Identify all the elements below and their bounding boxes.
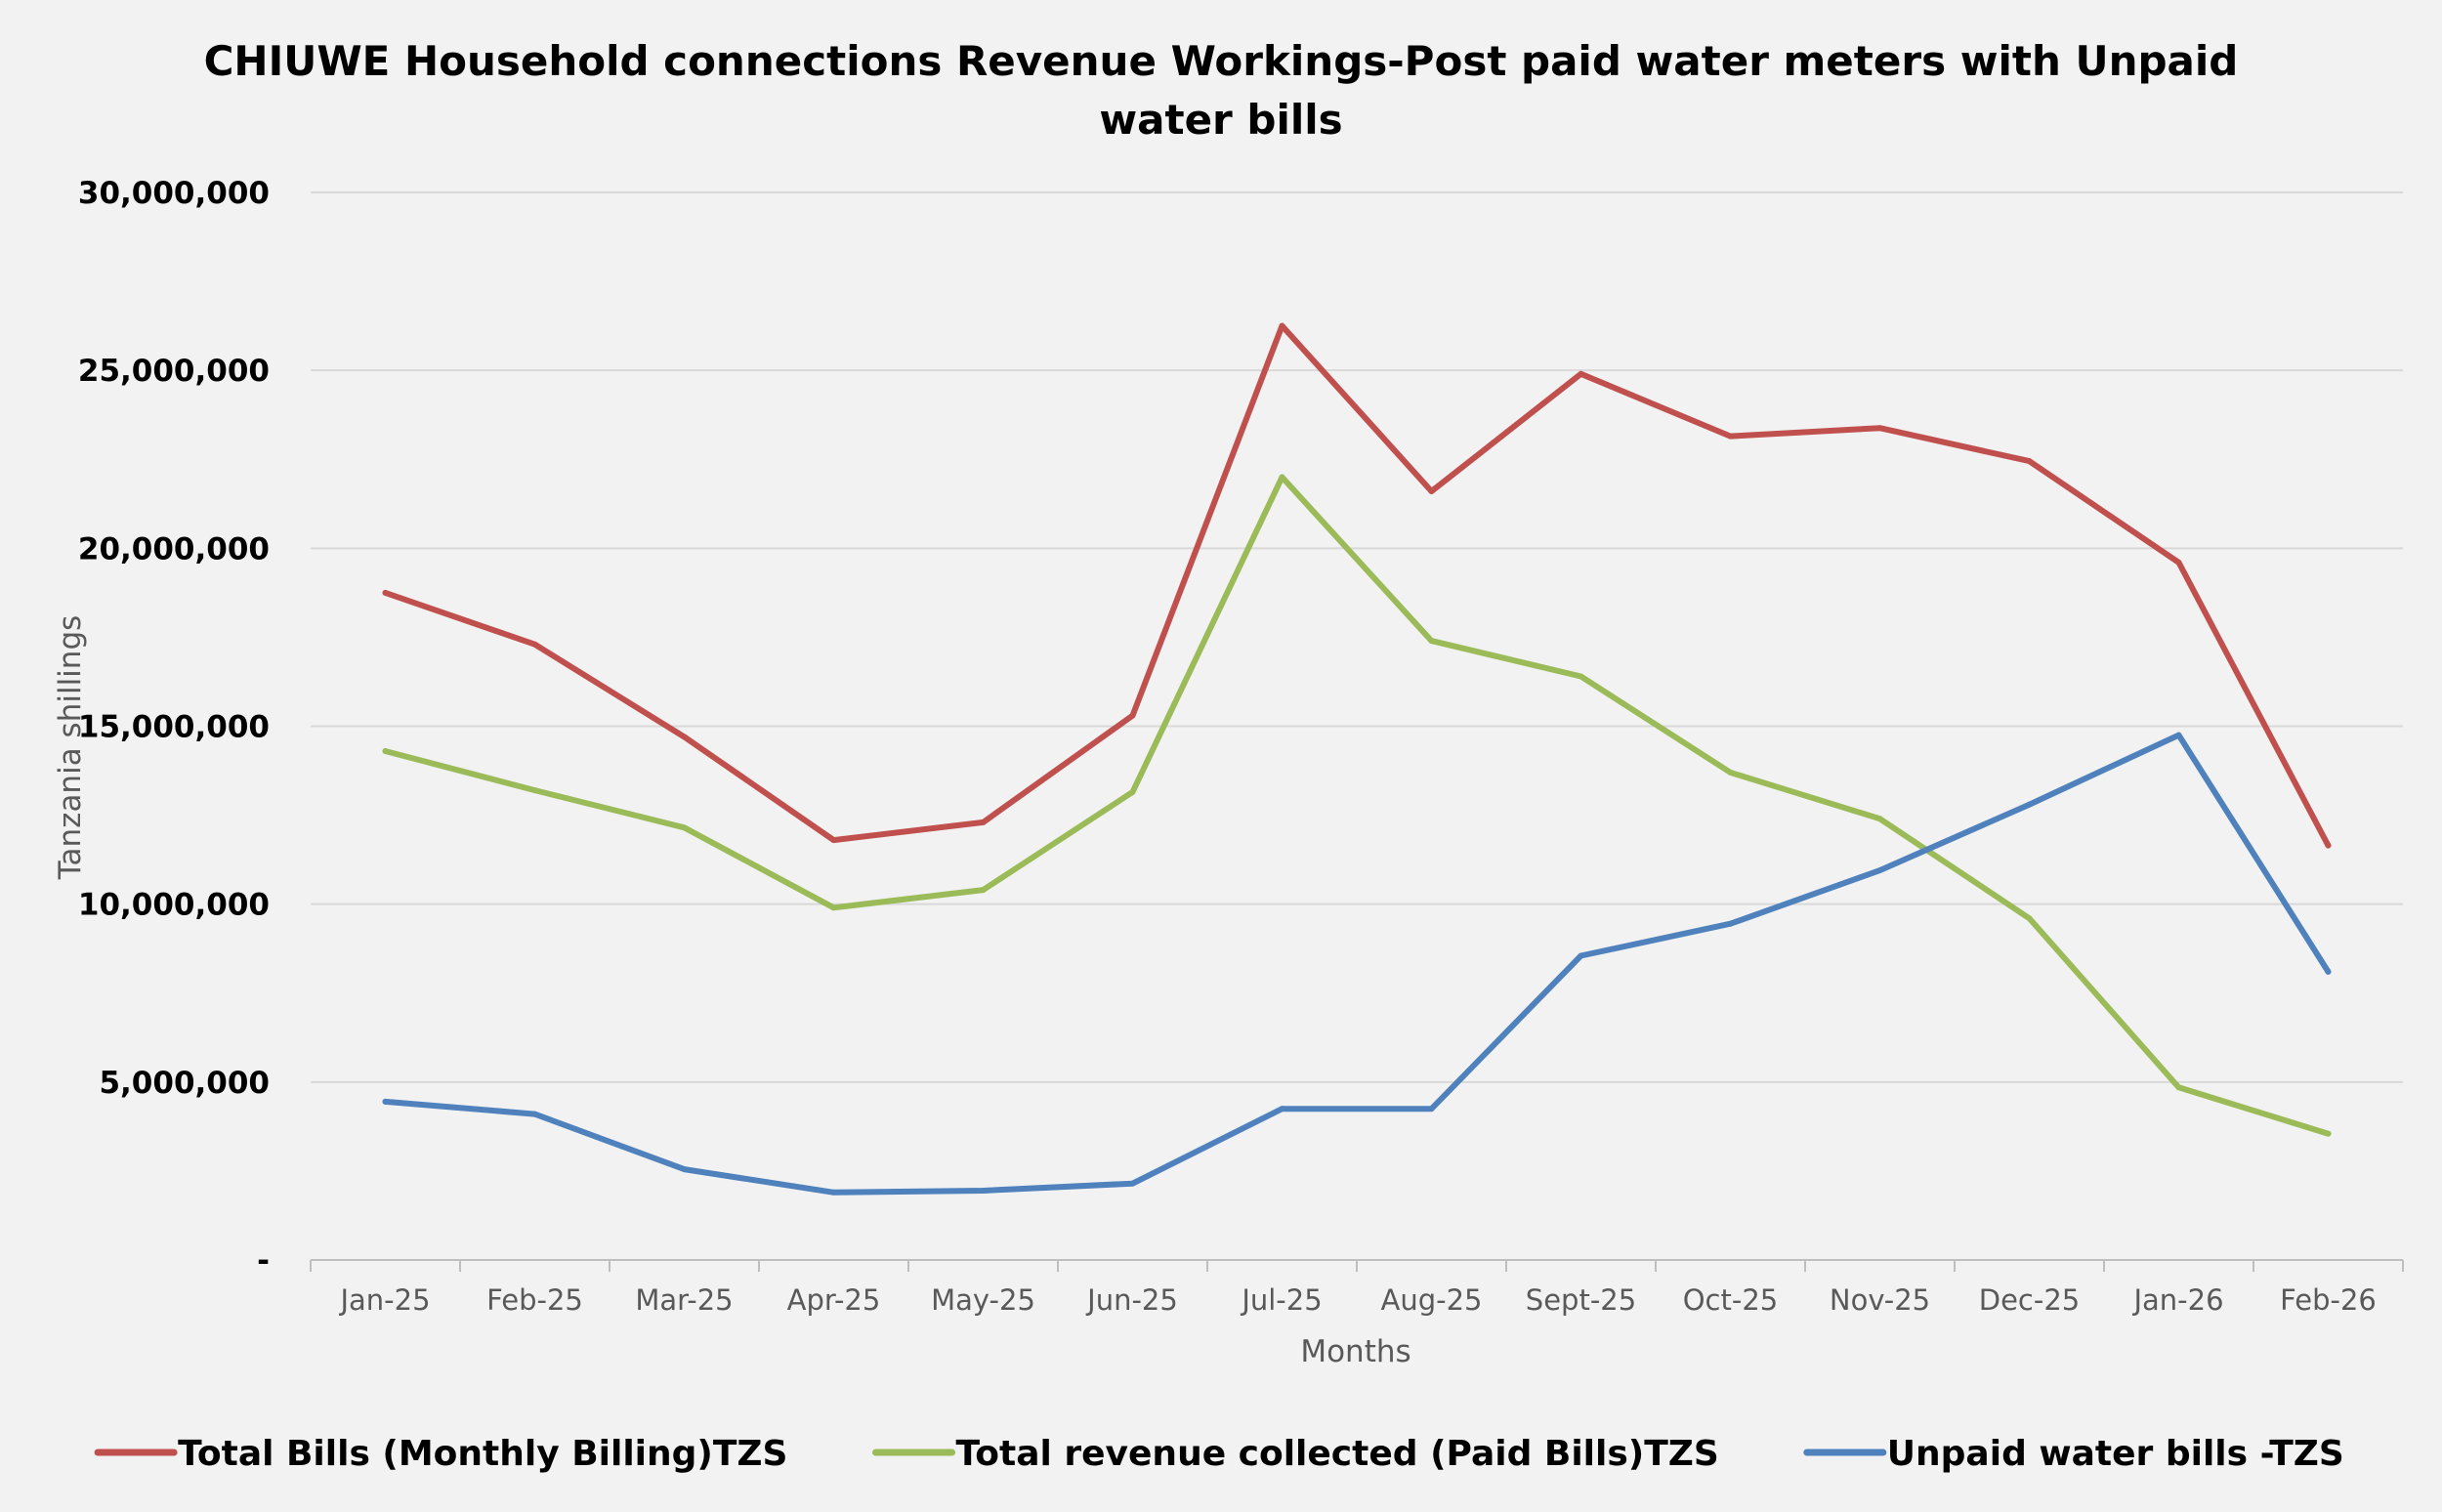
data-point <box>1578 370 1584 377</box>
data-point <box>1727 920 1734 927</box>
data-point <box>980 819 987 825</box>
data-point <box>1727 433 1734 440</box>
x-axis-label: Months <box>1300 1334 1410 1369</box>
data-point <box>382 748 389 755</box>
y-axis-label: Tanzania shillings <box>53 615 88 881</box>
legend-label: Unpaid water bills -TZS <box>1887 1434 2344 1474</box>
data-point <box>1578 673 1584 680</box>
data-point <box>830 1189 837 1196</box>
y-tick-label: 25,000,000 <box>78 354 270 389</box>
data-point <box>2175 1084 2182 1091</box>
y-tick-label: 15,000,000 <box>78 710 270 745</box>
data-point <box>1428 488 1435 495</box>
data-point <box>980 1187 987 1194</box>
x-tick-label: Jun-25 <box>1085 1283 1178 1317</box>
x-axis-tick-labels: Jan-25 Feb-25 Mar-25 Apr-25 May-25 Jun-25 Jul-… <box>338 1283 2376 1317</box>
data-point <box>1279 1106 1285 1113</box>
data-point <box>2026 801 2033 808</box>
series-line-1 <box>382 322 2332 849</box>
data-point <box>980 887 987 894</box>
y-tick-label: 10,000,000 <box>78 888 270 923</box>
legend-label: Total revenue collected (Paid Bills)TZS <box>956 1434 1719 1474</box>
data-point <box>1279 322 1285 329</box>
series-line-2 <box>382 474 2332 1137</box>
data-point <box>1129 1180 1136 1187</box>
data-point <box>2325 968 2332 975</box>
x-tick-label: Sept-25 <box>1526 1283 1636 1317</box>
data-point <box>830 837 837 844</box>
gridlines <box>311 191 2403 1083</box>
data-point <box>2325 1130 2332 1137</box>
data-point <box>1876 867 1883 874</box>
data-point <box>1129 712 1136 719</box>
y-tick-label: 20,000,000 <box>78 531 270 567</box>
data-point <box>1129 788 1136 795</box>
data-point <box>681 734 688 740</box>
legend: Total Bills (Monthly Billing)TZS Total re… <box>94 1434 2344 1474</box>
legend-item-2: Total revenue collected (Paid Bills)TZS <box>872 1434 1719 1474</box>
x-tick-label: Feb-26 <box>2280 1283 2377 1317</box>
legend-item-1: Total Bills (Monthly Billing)TZS <box>94 1434 787 1474</box>
chart-title-line-2: water bills <box>1099 96 1342 144</box>
data-point <box>1876 816 1883 822</box>
y-tick-label: 30,000,000 <box>78 176 270 211</box>
x-tick-label: Mar-25 <box>635 1283 733 1317</box>
data-point <box>1428 1106 1435 1113</box>
data-point <box>681 1166 688 1173</box>
y-axis-tick-labels: - 5,000,000 10,000,000 15,000,000 20,000,000… <box>78 176 270 1279</box>
data-point <box>531 1111 538 1117</box>
data-point <box>1578 952 1584 959</box>
data-point <box>1279 474 1285 481</box>
x-tick-label: Feb-25 <box>486 1283 583 1317</box>
y-tick-label: 5,000,000 <box>99 1066 270 1101</box>
data-point <box>1876 425 1883 432</box>
data-point <box>2325 842 2332 849</box>
data-point <box>2026 458 2033 465</box>
y-tick-label: - <box>257 1243 270 1279</box>
data-point <box>830 904 837 911</box>
data-point <box>382 589 389 596</box>
x-axis <box>310 1259 2404 1272</box>
data-point <box>2026 915 2033 922</box>
x-tick-label: Apr-25 <box>787 1283 881 1317</box>
data-point <box>531 641 538 648</box>
data-point <box>531 787 538 794</box>
series-lines <box>382 322 2332 1196</box>
x-tick-label: Nov-25 <box>1830 1283 1930 1317</box>
legend-label: Total Bills (Monthly Billing)TZS <box>178 1434 787 1474</box>
data-point <box>1428 638 1435 645</box>
x-tick-label: Jan-26 <box>2131 1283 2223 1317</box>
x-tick-label: Jul-25 <box>1240 1283 1322 1317</box>
legend-item-3: Unpaid water bills -TZS <box>1803 1434 2344 1474</box>
x-tick-label: Aug-25 <box>1381 1283 1483 1317</box>
x-tick-label: Dec-25 <box>1979 1283 2080 1317</box>
data-point <box>1727 769 1734 776</box>
x-tick-label: Jan-25 <box>338 1283 430 1317</box>
chart-title-line-1: CHIUWE Household connections Revenue Wor… <box>204 37 2239 85</box>
x-tick-label: Oct-25 <box>1683 1283 1779 1317</box>
data-point <box>382 1098 389 1105</box>
x-tick-label: May-25 <box>931 1283 1035 1317</box>
data-point <box>2175 559 2182 566</box>
series-line-3 <box>382 732 2332 1196</box>
data-point <box>2175 732 2182 738</box>
data-point <box>681 824 688 831</box>
